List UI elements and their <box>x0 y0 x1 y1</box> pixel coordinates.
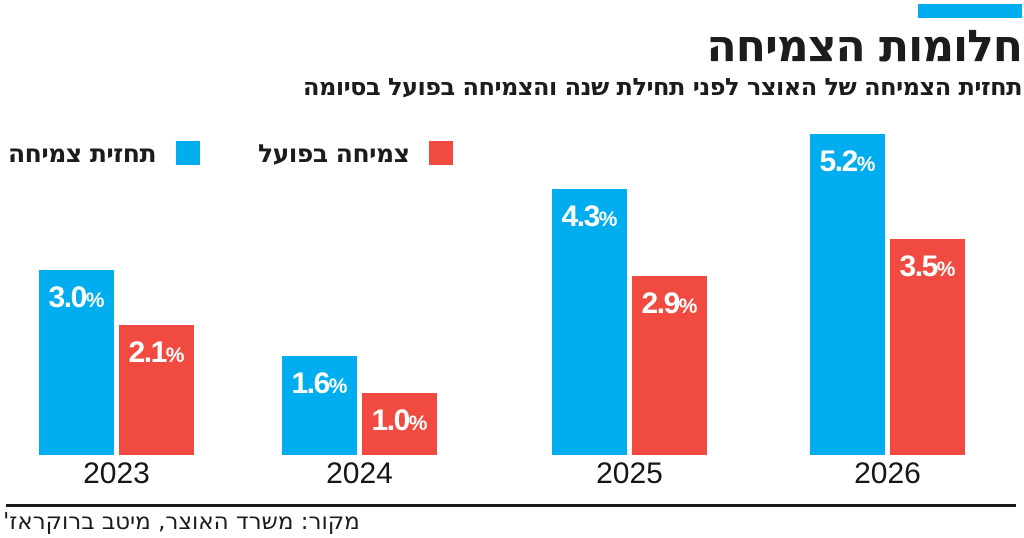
bar-value-label: 3.0% <box>39 281 114 315</box>
source-credit: מקור: משרד האוצר, מיטב ברוקראז' <box>3 509 360 535</box>
forecast-bar-2026: 5.2% <box>810 134 885 455</box>
legend-swatch-actual <box>429 141 454 165</box>
x-axis-label-2024: 2024 <box>326 457 393 490</box>
page-subtitle: תחזית הצמיחה של האוצר לפני תחילת שנה והצ… <box>302 73 1023 101</box>
bar-value-label: 2.9% <box>632 287 707 321</box>
bar-value-unit: % <box>598 208 618 231</box>
bar-value-label: 2.1% <box>119 336 194 370</box>
forecast-bar-2024: 1.6% <box>282 356 357 455</box>
footer-divider <box>6 504 1016 507</box>
actual-bar-2025: 2.9% <box>632 276 707 455</box>
x-axis-label-2026: 2026 <box>854 457 921 490</box>
bar-value-label: 3.5% <box>890 250 965 284</box>
x-axis-label-2025: 2025 <box>596 457 663 490</box>
bar-value-unit: % <box>856 153 876 176</box>
bar-value-number: 3.5 <box>899 250 939 283</box>
bar-value-unit: % <box>936 258 956 281</box>
bar-value-unit: % <box>408 412 428 435</box>
bar-value-number: 2.1 <box>128 336 168 369</box>
actual-bar-2024: 1.0% <box>362 393 437 455</box>
actual-bar-2023: 2.1% <box>119 325 194 455</box>
bar-value-unit: % <box>328 375 348 398</box>
legend-label-actual: צמיחה בפועל <box>258 138 410 168</box>
legend-label-forecast: תחזית צמיחה <box>8 138 157 168</box>
chart-legend: תחזית צמיחה צמיחה בפועל <box>8 138 454 168</box>
bar-value-label: 1.6% <box>282 367 357 401</box>
bar-group-2023: 3.0% 2.1% 2023 <box>39 0 194 490</box>
bar-value-label: 5.2% <box>810 145 885 179</box>
forecast-bar-2023: 3.0% <box>39 270 114 455</box>
page-title: חלומות הצמיחה <box>706 21 1023 72</box>
bar-value-label: 4.3% <box>552 200 627 234</box>
bar-group-2024: 1.6% 1.0% 2024 <box>282 0 437 490</box>
x-axis-label-2023: 2023 <box>83 457 150 490</box>
bar-value-number: 2.9 <box>641 287 681 320</box>
forecast-bar-2025: 4.3% <box>552 189 627 455</box>
bar-value-unit: % <box>165 344 185 367</box>
bar-value-unit: % <box>85 289 105 312</box>
bar-group-2025: 4.3% 2.9% 2025 <box>552 0 707 490</box>
bar-group-2026: 5.2% 3.5% 2026 <box>810 0 965 490</box>
bar-value-unit: % <box>678 295 698 318</box>
bar-value-label: 1.0% <box>362 404 437 438</box>
actual-bar-2026: 3.5% <box>890 239 965 455</box>
legend-swatch-forecast <box>176 141 201 165</box>
bar-value-number: 1.0 <box>371 404 411 437</box>
bar-value-number: 3.0 <box>48 281 88 314</box>
bar-value-number: 5.2 <box>819 145 859 178</box>
bar-value-number: 4.3 <box>561 200 601 233</box>
brand-tag-bar <box>918 4 1022 18</box>
bar-value-number: 1.6 <box>291 367 331 400</box>
